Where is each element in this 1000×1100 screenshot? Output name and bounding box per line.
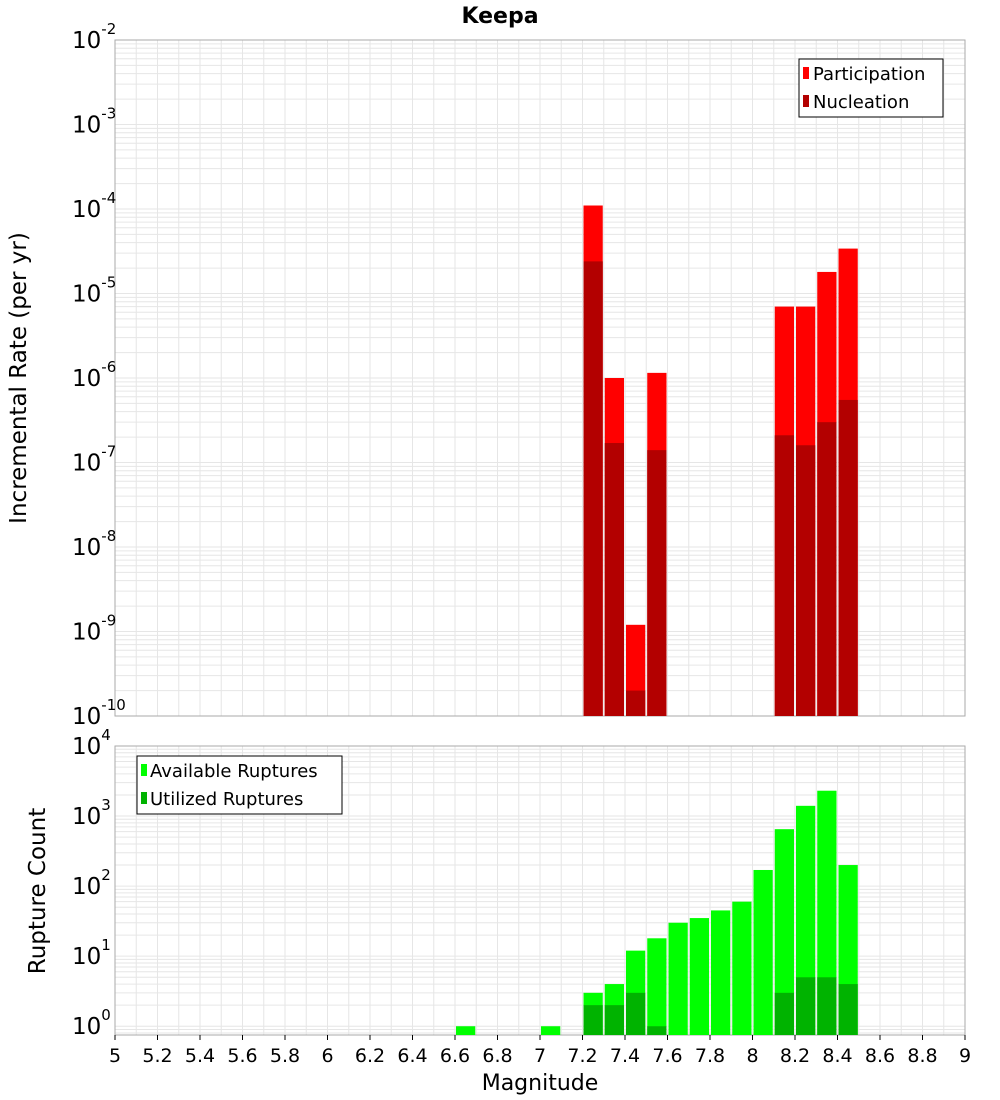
x-tick-label: 6.2 xyxy=(355,1045,385,1067)
top-grid xyxy=(114,39,966,717)
x-tick-label: 8.2 xyxy=(780,1045,810,1067)
legend-swatch-available xyxy=(141,764,147,776)
count-bar-b xyxy=(838,984,858,1035)
count-bar-a xyxy=(732,901,752,1035)
count-bar-b xyxy=(774,992,794,1035)
legend-label-nucleation: Nucleation xyxy=(813,92,909,113)
x-tick-label: 8.6 xyxy=(865,1045,895,1067)
count-bar-b xyxy=(817,977,837,1035)
count-bar-a xyxy=(668,922,688,1035)
legend-label-available: Available Ruptures xyxy=(150,761,318,782)
y-tick-label: 10-2 xyxy=(72,20,116,54)
y-tick-label: 102 xyxy=(72,866,111,900)
top-y-axis-label: Incremental Rate (per yr) xyxy=(6,232,32,524)
y-tick-label: 10-10 xyxy=(72,696,126,730)
x-tick-label: 6.4 xyxy=(397,1045,427,1067)
x-ticks: 5 5.2 5.4 5.6 5.8 6 6.2 6.4 6.6 6.8 7 7.2 7.4 7.6 7.8 8… xyxy=(109,1035,971,1067)
legend-swatch-utilized xyxy=(141,792,147,804)
x-tick-label: 5.8 xyxy=(270,1045,300,1067)
y-tick-label: 10-8 xyxy=(72,527,116,561)
legend-swatch-participation xyxy=(803,67,809,79)
count-bar-a xyxy=(753,869,773,1035)
rate-bar-b xyxy=(796,445,816,716)
bottom-y-axis-label: Rupture Count xyxy=(25,808,51,974)
bottom-y-ticks: 104 103 102 101 100 xyxy=(72,726,111,1040)
y-tick-label: 10-7 xyxy=(72,443,116,477)
y-tick-label: 10-5 xyxy=(72,274,116,308)
rate-bar-b xyxy=(583,261,603,716)
rate-bar-b xyxy=(626,690,646,716)
bottom-legend: Available Ruptures Utilized Ruptures xyxy=(136,755,343,815)
rate-bar-b xyxy=(647,450,667,716)
x-tick-label: 5.6 xyxy=(227,1045,257,1067)
count-bar-a xyxy=(774,829,794,1035)
count-bar-b xyxy=(796,977,816,1035)
chart-title: Keepa xyxy=(461,4,538,29)
x-tick-label: 7.4 xyxy=(610,1045,640,1067)
top-legend-box xyxy=(798,58,944,118)
x-tick-label: 5 xyxy=(109,1045,121,1067)
x-tick-label: 6.6 xyxy=(440,1045,470,1067)
x-tick-label: 9 xyxy=(959,1045,971,1067)
x-tick-label: 7.6 xyxy=(652,1045,682,1067)
count-bar-a xyxy=(456,1026,476,1035)
legend-label-utilized: Utilized Ruptures xyxy=(150,789,303,810)
x-axis-label: Magnitude xyxy=(482,1071,599,1096)
top-bars xyxy=(583,205,858,716)
y-tick-label: 10-6 xyxy=(72,358,116,392)
x-tick-label: 7.2 xyxy=(567,1045,597,1067)
x-tick-label: 6.8 xyxy=(482,1045,512,1067)
y-tick-label: 104 xyxy=(72,726,111,760)
legend-label-participation: Participation xyxy=(813,64,925,85)
bottom-legend-box xyxy=(136,755,343,815)
rate-bar-b xyxy=(838,399,858,716)
y-tick-label: 10-4 xyxy=(72,189,116,223)
legend-swatch-nucleation xyxy=(803,95,809,107)
top-plot-frame xyxy=(114,39,966,717)
rate-bar-b xyxy=(817,422,837,716)
x-tick-label: 8.8 xyxy=(907,1045,937,1067)
count-bar-b xyxy=(604,1005,624,1035)
x-tick-label: 5.2 xyxy=(142,1045,172,1067)
x-tick-label: 7 xyxy=(534,1045,546,1067)
y-tick-label: 103 xyxy=(72,796,111,830)
rate-bar-b xyxy=(604,443,624,716)
count-bar-a xyxy=(541,1026,561,1035)
x-tick-label: 8 xyxy=(746,1045,758,1067)
x-tick-label: 5.4 xyxy=(185,1045,215,1067)
x-tick-label: 6 xyxy=(321,1045,333,1067)
x-tick-label: 7.8 xyxy=(695,1045,725,1067)
y-tick-label: 10-3 xyxy=(72,105,116,139)
top-y-ticks: 10-2 10-3 10-4 10-5 10-6 10-7 10-8 10-9 10-10 xyxy=(72,20,126,730)
count-bar-b xyxy=(626,992,646,1035)
count-bar-b xyxy=(583,1005,603,1035)
y-tick-label: 100 xyxy=(72,1006,111,1040)
count-bar-a xyxy=(817,790,837,1035)
bottom-bars xyxy=(456,790,858,1035)
y-tick-label: 10-9 xyxy=(72,612,116,646)
count-bar-a xyxy=(647,938,667,1035)
x-tick-label: 8.4 xyxy=(822,1045,852,1067)
top-legend: Participation Nucleation xyxy=(798,58,944,118)
y-tick-label: 101 xyxy=(72,936,111,970)
count-bar-a xyxy=(689,918,709,1035)
rate-bar-b xyxy=(774,435,794,716)
count-bar-b xyxy=(647,1026,667,1035)
count-bar-a xyxy=(711,910,731,1035)
